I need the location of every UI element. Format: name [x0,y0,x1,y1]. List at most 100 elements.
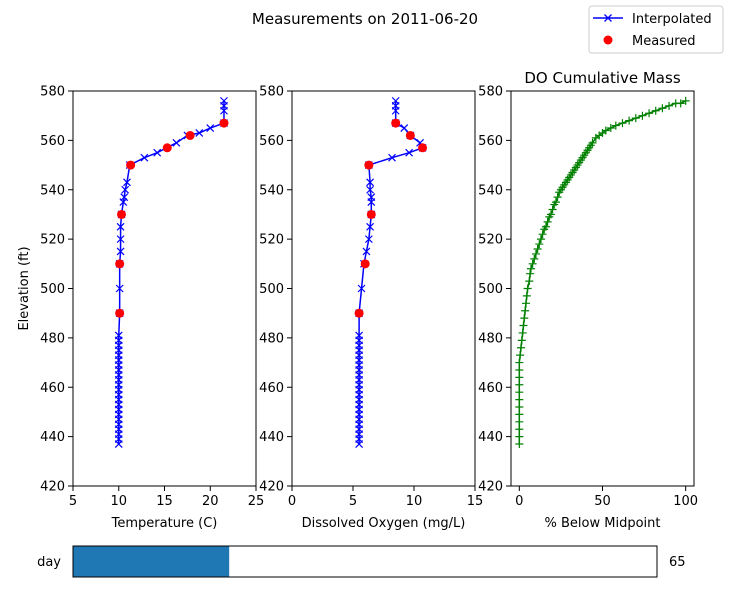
panel-2-cumulative-point [515,417,524,426]
panel-2-cumulative-point [515,373,524,382]
panel-0-interpolated-point [114,331,123,340]
panel-1-interpolated-point [362,247,371,256]
panel-2-y-tick-label: 440 [478,430,503,445]
panel-2-y-tick-label: 580 [478,85,503,100]
panel-1-y-tick-label: 460 [259,381,284,396]
panel-2-cumulative-point [523,284,532,293]
panel-2-y-tick-label: 480 [478,331,503,346]
panel-2-y-tick-label: 420 [478,480,503,495]
panel-1-interpolated-point [364,235,373,244]
panel-0-interpolated-point [115,284,124,293]
panel-0-x-tick-label: 5 [69,494,77,509]
panel-2-cumulative-line [518,100,687,445]
day-slider[interactable]: day 65 [37,545,686,578]
panel-2-cumulative-point [536,235,545,244]
panel-0-measured-point [116,209,126,219]
panel-0-y-tick-label: 440 [40,430,65,445]
panel-1-interpolated-point [366,185,375,194]
panel-2-cumulative-point [521,306,530,315]
panel-2-cumulative-point [531,249,540,258]
panel-0-measured-point [162,143,172,153]
panel-2-cumulative-point [618,119,627,128]
panel-0-interpolated-point [121,185,130,194]
panel-0-measured-point [115,308,125,318]
panel-2-x-tick-label: 50 [594,494,611,509]
panel-0-measured-point [185,130,195,140]
panel-0-interpolated-point [120,193,129,202]
panel-0-interpolated-point [172,138,181,147]
legend-interpolated: Interpolated [593,12,712,27]
panel-1-y-tick-label: 580 [259,85,284,100]
panel-0-y-tick-label: 580 [40,85,65,100]
figure-title: Measurements on 2011-06-20 [252,10,478,28]
panel-2-cumulative-point [611,121,620,130]
panel-0-x-tick-label: 15 [156,494,173,509]
panel-2-cumulative-point [515,440,524,449]
panel-1-x-tick-label: 0 [288,494,296,509]
panel-1-y-tick-label: 420 [259,480,284,495]
panel-2-cumulative-point [676,99,685,108]
panel-1-y-tick-label: 560 [259,134,284,149]
panel-1-interpolated-point [391,96,400,105]
panel-1-measured-point [391,118,401,128]
legend-measured: Measured [603,34,696,49]
panel-2-cumulative-point [515,403,524,411]
panel-2-cumulative-point [522,291,531,300]
panel-2-cumulative-point [519,321,528,330]
panel-0-interpolated-point [206,124,215,132]
panel-2-cumulative-point [515,388,524,397]
panel-1-interpolated-point [367,193,376,202]
panel-0-x-tick-label: 25 [248,494,265,509]
legend-measured-label: Measured [632,34,696,49]
legend-measured-marker [603,35,613,45]
panel-0-interpolated-point [123,178,131,187]
panel-0-y-tick-label: 420 [40,480,65,495]
panel-1-measured-point [354,308,364,318]
panel-0-y-tick-label: 560 [40,134,65,149]
panel-0-interpolated-point [153,148,162,157]
panel-2-cumulative-point [516,343,525,352]
panel-2-cumulative-point [546,210,555,219]
panel-2-cumulative-point [538,230,547,239]
panel-2-y-tick-label: 560 [478,134,503,149]
legend-interpolated-label: Interpolated [632,12,712,27]
panel-0-interpolated-point [116,222,125,231]
panel-2-cumulative-point [535,240,544,249]
panel-1-measured-point [360,259,370,269]
panel-1-measured-point [366,209,376,219]
panel-2-cumulative-point [516,351,525,360]
panel-2-cumulative-point [515,358,524,367]
panel-0-x-axis-label: Temperature (C) [111,516,218,531]
panel-0-y-tick-label: 520 [40,233,65,248]
panel-1-interpolated-point [366,222,375,231]
panel-0-y-axis-label: Elevation (ft) [17,246,32,330]
panel-1-interpolated-point [366,178,375,187]
panel-2-cumulative-point [515,380,524,389]
panel-0-interpolated-point [140,153,149,162]
panel-2-frame [510,90,695,487]
panel-1-interpolated-point [355,331,364,340]
panel-2-cumulative-point [520,314,529,323]
panel-2-y-tick-label: 520 [478,233,503,248]
panel-2-cumulative-point [551,198,560,207]
panel-0-x-tick-label: 10 [110,494,127,509]
panel-2-cumulative-point [681,96,690,105]
panel-0-interpolated-point [116,247,125,256]
panel-2-cumulative-point [601,126,610,135]
panel-2-cumulative-point [541,222,550,231]
panel-2-cumulative-point [526,269,535,278]
panel-1-interpolated-point [400,124,409,132]
panel-2-y-tick-label: 540 [478,183,503,198]
legend-interpolated-marker [604,14,612,22]
panel-1-x-tick-label: 10 [406,494,423,509]
panel-2-cumulative-point [625,116,634,125]
panel-2-cumulative-point [515,432,524,441]
panel-2-cumulative-point [515,395,524,404]
panel-2-cumulative-point [528,259,537,268]
dissolved-oxygen-panel: 0 5 10 15 420 440 460 480 500 520 540 560 580 Dissolv… [259,85,483,532]
panel-0-interpolated-point [220,96,228,105]
panel-1-measured-point [405,130,415,140]
panel-0-interpolated-point [116,235,125,244]
slider-fill[interactable] [73,546,230,577]
